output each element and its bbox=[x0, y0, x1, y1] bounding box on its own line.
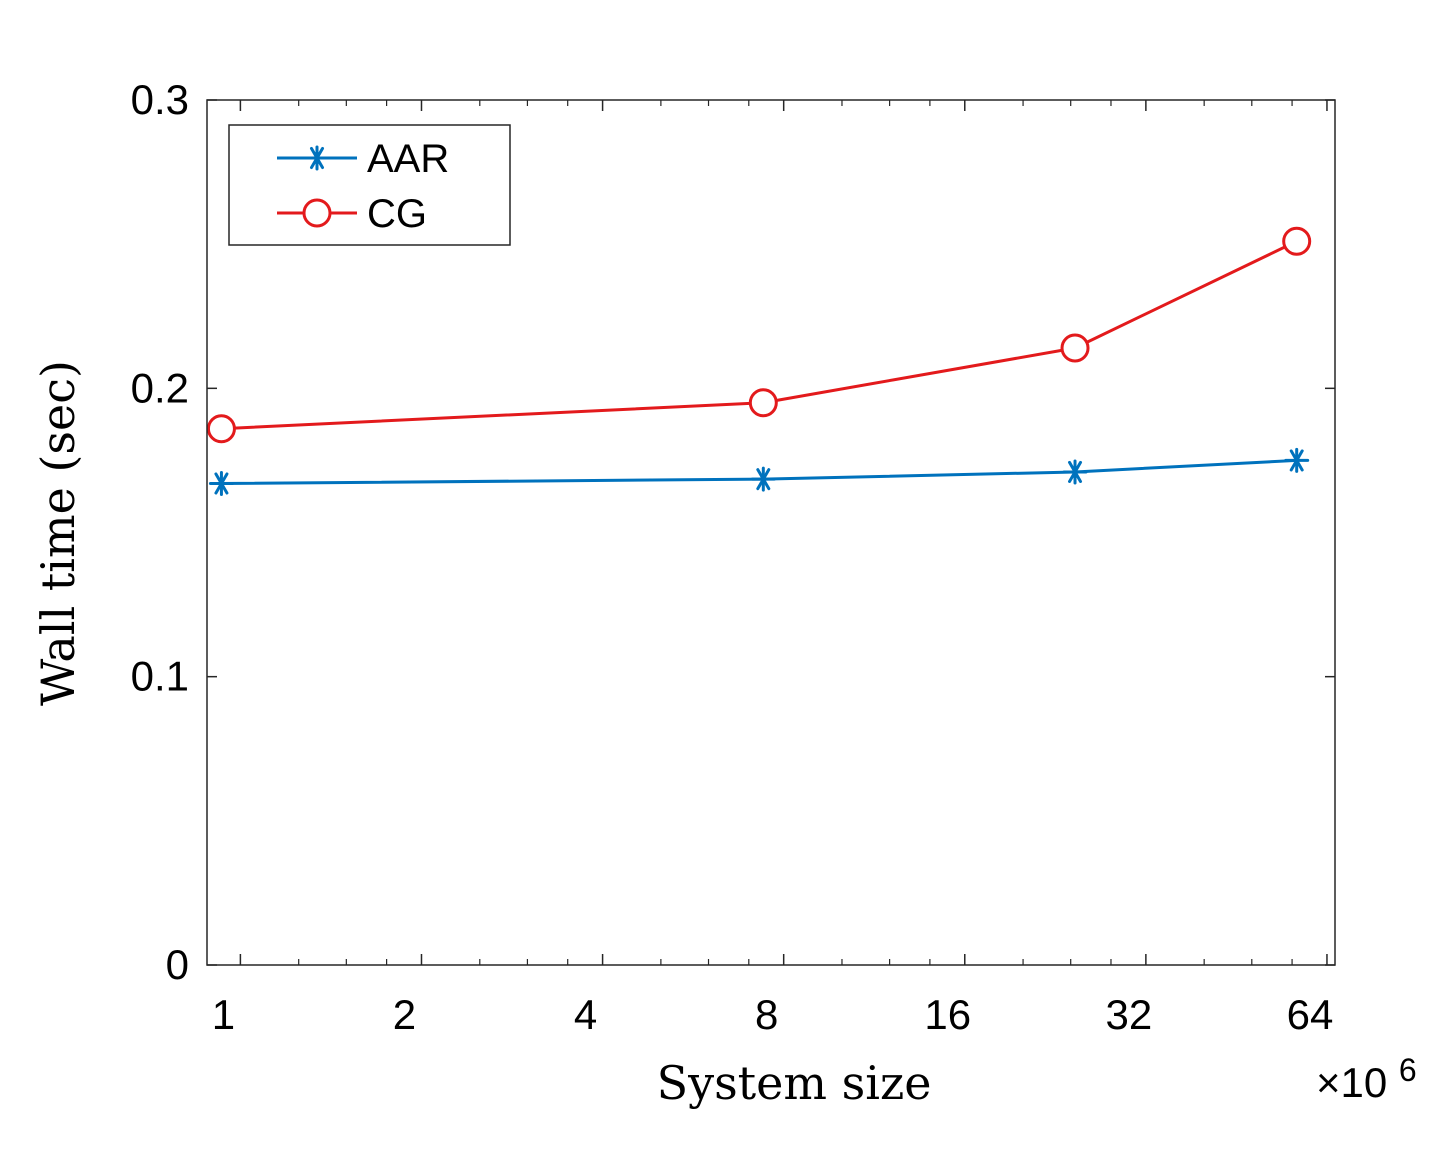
x-tick-label: 1 bbox=[212, 991, 235, 1038]
x-axis-multiplier-exponent: 6 bbox=[1399, 1052, 1417, 1088]
x-tick-label: 16 bbox=[924, 991, 971, 1038]
x-tick-label: 4 bbox=[574, 991, 597, 1038]
data-point-aar bbox=[750, 466, 776, 492]
y-axis-title: Wall time (sec) bbox=[31, 360, 85, 706]
series-line-cg bbox=[221, 239, 1298, 431]
legend-box bbox=[228, 124, 511, 246]
x-axis-title: System size bbox=[657, 1056, 932, 1110]
axes-layer: 0 0.1 0.2 0.3 1 2 4 8 16 32 64 bbox=[131, 76, 1336, 1038]
x-tick-label: 2 bbox=[393, 991, 416, 1038]
x-axis-multiplier: ×10 6 bbox=[1316, 1052, 1417, 1106]
data-point-aar bbox=[1284, 447, 1310, 473]
y-tick-label: 0.2 bbox=[131, 364, 189, 411]
data-point-cg bbox=[1282, 226, 1312, 256]
plot-frame bbox=[206, 99, 1336, 966]
x-tick-label: 8 bbox=[755, 991, 778, 1038]
plot-layer bbox=[206, 226, 1312, 496]
data-point-cg bbox=[206, 414, 236, 444]
x-tick-label: 32 bbox=[1106, 991, 1153, 1038]
data-point-cg bbox=[1060, 333, 1090, 363]
series-line-aar bbox=[221, 458, 1297, 485]
legend-marker-cg bbox=[302, 198, 332, 228]
legend-marker-aar bbox=[304, 145, 330, 171]
data-point-aar bbox=[1062, 459, 1088, 485]
x-axis-multiplier-base: ×10 bbox=[1316, 1059, 1387, 1106]
y-tick-label: 0.3 bbox=[131, 76, 189, 123]
y-tick-label: 0 bbox=[166, 941, 189, 988]
legend-label-cg: CG bbox=[367, 192, 427, 236]
legend-label-aar: AAR bbox=[367, 137, 449, 181]
data-point-aar bbox=[208, 470, 234, 496]
x-tick-label: 64 bbox=[1287, 991, 1334, 1038]
data-point-cg bbox=[748, 388, 778, 418]
legend: AAR CG bbox=[228, 124, 511, 246]
y-tick-label: 0.1 bbox=[131, 653, 189, 700]
